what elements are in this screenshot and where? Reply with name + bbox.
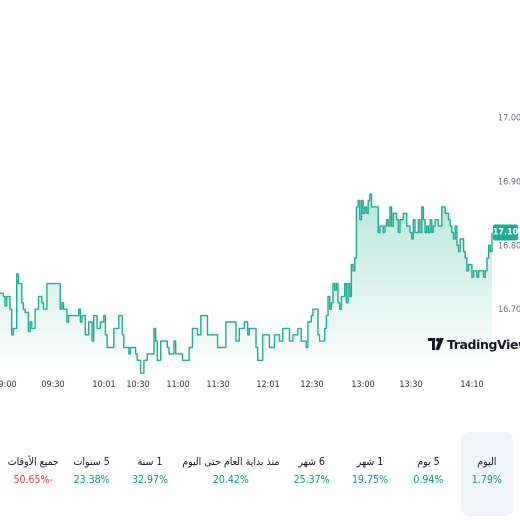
period-label: 6 شهر: [298, 456, 325, 468]
x-tick-label: 12:30: [300, 380, 323, 390]
x-tick-label: 09:30: [41, 380, 64, 390]
period-button[interactable]: 5 يوم 0.94%: [402, 432, 454, 516]
price-area-fill: [0, 194, 492, 374]
tradingview-logo-text: TradingView: [447, 336, 520, 352]
y-axis: 17.00 16.90 16.80 16.70: [498, 113, 520, 315]
period-label: 5 يوم: [417, 456, 440, 468]
x-tick-label: 12:01: [256, 380, 279, 390]
last-price-badge: 17.10: [493, 224, 519, 241]
x-tick-label: 11:00: [166, 380, 189, 390]
x-axis: 09:00 09:30 10:01 10:30 11:00 11:30 12:01 12:30…: [0, 380, 484, 390]
y-tick-label: 16.80: [498, 241, 520, 251]
period-label: منذ بداية العام حتى اليوم: [182, 456, 280, 468]
period-button[interactable]: 1 شهر 19.75%: [344, 432, 396, 516]
x-tick-label: 09:00: [0, 380, 17, 390]
period-label: 1 شهر: [356, 456, 384, 468]
period-label: 5 سنوات: [73, 456, 110, 468]
performance-periods: اليوم 1.79% 5 يوم 0.94% 1 شهر 19.75% 6 شهر 25.3…: [0, 432, 520, 520]
y-tick-label: 16.90: [498, 177, 520, 187]
period-button[interactable]: 1 سنة 32.97%: [124, 432, 176, 516]
period-label: 1 سنة: [137, 456, 163, 468]
y-tick-label: 16.70: [498, 305, 520, 315]
x-tick-label: 13:30: [399, 380, 422, 390]
period-change-value: 1.79%: [471, 474, 502, 486]
period-button[interactable]: منذ بداية العام حتى اليوم 20.42%: [182, 432, 279, 516]
period-button[interactable]: جميع الأوقات 50.65%-: [7, 432, 59, 516]
period-change-value: 20.42%: [212, 474, 249, 486]
tradingview-logo[interactable]: TradingView: [428, 334, 520, 354]
price-chart-svg[interactable]: 17.00 16.90 16.80 16.70 09:00 09:30 10:01 10:3…: [0, 0, 520, 400]
y-tick-label: 17.00: [498, 113, 520, 123]
x-tick-label: 14:10: [460, 380, 483, 390]
period-button[interactable]: اليوم 1.79%: [460, 432, 513, 516]
last-price-label: 17.10: [493, 227, 519, 237]
tradingview-logo-icon: [428, 338, 444, 350]
x-tick-label: 11:30: [206, 380, 229, 390]
period-change-value: 25.37%: [293, 474, 330, 486]
period-label: اليوم: [477, 456, 497, 468]
period-change-value: 32.97%: [132, 474, 169, 486]
period-change-value: 50.65%-: [13, 474, 53, 486]
period-change-value: 23.38%: [73, 474, 110, 486]
price-chart[interactable]: 17.00 16.90 16.80 16.70 09:00 09:30 10:01 10:3…: [0, 0, 520, 400]
period-change-value: 19.75%: [352, 474, 389, 486]
x-tick-label: 10:01: [92, 380, 115, 390]
period-label: جميع الأوقات: [7, 456, 59, 468]
period-button[interactable]: 6 شهر 25.37%: [285, 432, 337, 516]
x-tick-label: 10:30: [126, 380, 149, 390]
period-change-value: 0.94%: [413, 474, 444, 486]
x-tick-label: 13:00: [351, 380, 374, 390]
period-button[interactable]: 5 سنوات 23.38%: [65, 432, 117, 516]
price-line: [0, 193, 493, 374]
